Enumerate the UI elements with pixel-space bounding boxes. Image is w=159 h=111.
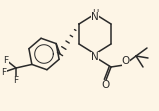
Text: H: H — [92, 9, 98, 18]
Text: F: F — [3, 56, 9, 64]
Text: O: O — [101, 80, 109, 90]
Text: N: N — [91, 13, 99, 23]
Text: F: F — [1, 67, 7, 76]
Text: O: O — [122, 56, 130, 66]
Text: N: N — [91, 52, 99, 62]
Text: F: F — [14, 75, 19, 84]
